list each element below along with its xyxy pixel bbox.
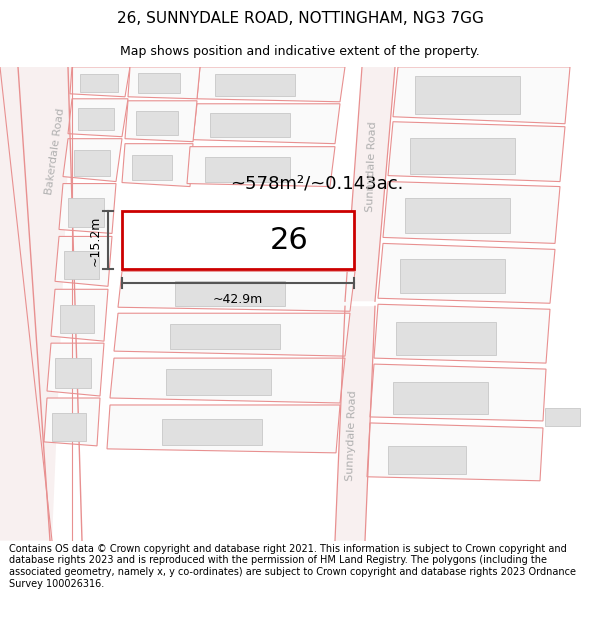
Bar [170,324,280,349]
Polygon shape [383,182,560,243]
Polygon shape [114,313,350,356]
Text: 26, SUNNYDALE ROAD, NOTTINGHAM, NG3 7GG: 26, SUNNYDALE ROAD, NOTTINGHAM, NG3 7GG [116,11,484,26]
Polygon shape [59,184,116,233]
Bar [396,322,496,355]
Bar [78,107,114,130]
Bar [162,419,262,445]
Polygon shape [122,144,193,186]
Bar [138,73,180,92]
Text: Bakerdale Road: Bakerdale Road [44,107,66,196]
Bar [400,259,505,293]
Polygon shape [110,358,345,403]
Bar [545,408,580,426]
Polygon shape [374,304,550,363]
Bar [205,157,290,182]
Bar [136,111,178,135]
Bar [68,198,104,228]
Text: Sunnydale Road: Sunnydale Road [365,121,379,212]
Polygon shape [44,398,100,446]
Bar [122,211,354,269]
Polygon shape [128,67,200,99]
Polygon shape [367,423,543,481]
Bar [74,149,110,176]
Bar [60,305,94,333]
Polygon shape [393,67,570,124]
Polygon shape [378,243,555,303]
Polygon shape [47,343,104,396]
Polygon shape [125,101,197,142]
Bar [415,76,520,114]
Polygon shape [68,99,128,137]
Polygon shape [335,306,375,541]
Text: ~42.9m: ~42.9m [213,293,263,306]
Polygon shape [193,104,340,144]
Bar [393,382,488,414]
Polygon shape [51,289,108,341]
Polygon shape [107,405,340,453]
Bar [64,251,99,279]
Bar [52,413,86,441]
Bar [175,281,285,306]
Bar [80,74,118,92]
Polygon shape [345,67,395,301]
Text: Sunnydale Road: Sunnydale Road [346,391,359,481]
Polygon shape [70,67,130,97]
Polygon shape [0,67,72,541]
Bar [215,74,295,96]
Bar [55,358,91,388]
Text: ~15.2m: ~15.2m [89,215,102,266]
Bar [405,198,510,233]
Polygon shape [118,271,355,311]
Bar [132,154,172,179]
Polygon shape [197,67,345,102]
Polygon shape [370,364,546,421]
Bar [410,138,515,174]
Polygon shape [55,236,112,286]
Bar [210,112,290,137]
Polygon shape [388,122,565,182]
Polygon shape [63,139,122,182]
Text: Contains OS data © Crown copyright and database right 2021. This information is : Contains OS data © Crown copyright and d… [9,544,576,589]
Bar [388,446,466,474]
Text: Map shows position and indicative extent of the property.: Map shows position and indicative extent… [120,45,480,58]
Text: ~578m²/~0.143ac.: ~578m²/~0.143ac. [230,174,403,192]
Text: 26: 26 [269,226,308,255]
Bar [166,369,271,395]
Polygon shape [187,147,335,186]
